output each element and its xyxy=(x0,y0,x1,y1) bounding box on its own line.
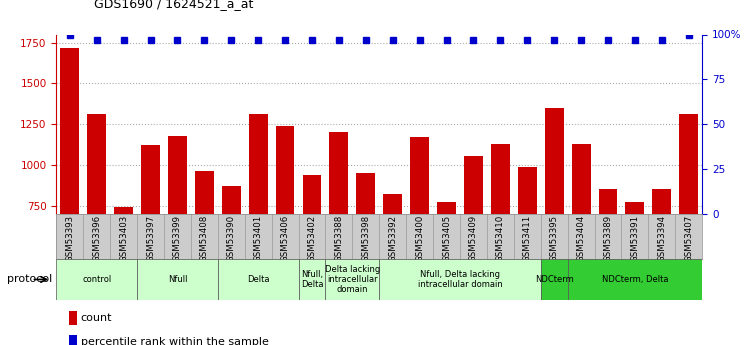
Text: GSM53391: GSM53391 xyxy=(630,215,639,262)
Bar xyxy=(626,203,644,328)
Bar xyxy=(541,259,568,300)
Bar xyxy=(357,173,376,328)
Bar xyxy=(69,311,77,325)
Text: GSM53389: GSM53389 xyxy=(604,215,613,262)
Text: GSM53406: GSM53406 xyxy=(281,215,290,263)
Bar xyxy=(137,259,218,300)
Bar xyxy=(330,131,348,328)
Text: GSM53399: GSM53399 xyxy=(173,215,182,262)
Bar xyxy=(141,145,160,328)
Text: Nfull: Nfull xyxy=(167,275,187,284)
Text: GSM53408: GSM53408 xyxy=(200,215,209,263)
Bar xyxy=(195,171,214,328)
Bar xyxy=(69,335,77,345)
Text: Nfull,
Delta: Nfull, Delta xyxy=(300,270,323,289)
Text: GSM53396: GSM53396 xyxy=(92,215,101,262)
Bar xyxy=(491,144,510,328)
Text: control: control xyxy=(82,275,111,284)
Text: GSM53407: GSM53407 xyxy=(684,215,693,263)
Text: GSM53397: GSM53397 xyxy=(146,215,155,262)
Bar xyxy=(222,186,240,328)
Bar xyxy=(410,137,429,328)
Text: percentile rank within the sample: percentile rank within the sample xyxy=(81,337,269,345)
Text: GDS1690 / 1624521_a_at: GDS1690 / 1624521_a_at xyxy=(94,0,253,10)
Text: GSM53410: GSM53410 xyxy=(496,215,505,263)
Bar xyxy=(437,203,456,328)
Text: Nfull, Delta lacking
intracellular domain: Nfull, Delta lacking intracellular domai… xyxy=(418,270,502,289)
Text: GSM53411: GSM53411 xyxy=(523,215,532,263)
Bar xyxy=(114,207,133,328)
Bar xyxy=(168,136,187,328)
Bar xyxy=(60,48,79,328)
Bar xyxy=(599,189,617,328)
Bar xyxy=(87,115,106,328)
Bar xyxy=(464,156,483,328)
Bar xyxy=(653,189,671,328)
Text: GSM53398: GSM53398 xyxy=(361,215,370,262)
Text: protocol: protocol xyxy=(8,275,53,284)
Bar xyxy=(383,194,402,328)
Bar xyxy=(568,259,702,300)
Bar xyxy=(276,126,294,328)
Text: GSM53401: GSM53401 xyxy=(254,215,263,263)
Text: GSM53403: GSM53403 xyxy=(119,215,128,263)
Bar xyxy=(218,259,299,300)
Bar xyxy=(544,108,563,328)
Text: GSM53400: GSM53400 xyxy=(415,215,424,263)
Text: GSM53392: GSM53392 xyxy=(388,215,397,262)
Bar xyxy=(518,167,537,328)
Text: NDCterm, Delta: NDCterm, Delta xyxy=(602,275,668,284)
Text: count: count xyxy=(81,313,113,323)
Text: GSM53395: GSM53395 xyxy=(550,215,559,262)
Bar xyxy=(299,259,325,300)
Bar xyxy=(379,259,541,300)
Text: Delta: Delta xyxy=(247,275,270,284)
Text: GSM53404: GSM53404 xyxy=(577,215,586,263)
Text: GSM53409: GSM53409 xyxy=(469,215,478,262)
Text: Delta lacking
intracellular
domain: Delta lacking intracellular domain xyxy=(324,265,380,294)
Bar xyxy=(249,115,267,328)
Text: NDCterm: NDCterm xyxy=(535,275,574,284)
Bar xyxy=(56,259,137,300)
Bar xyxy=(572,144,590,328)
Bar xyxy=(680,115,698,328)
Text: GSM53405: GSM53405 xyxy=(442,215,451,263)
Bar xyxy=(325,259,379,300)
Text: GSM53394: GSM53394 xyxy=(657,215,666,262)
Bar xyxy=(303,175,321,328)
Text: GSM53402: GSM53402 xyxy=(307,215,316,263)
Text: GSM53390: GSM53390 xyxy=(227,215,236,262)
Text: GSM53388: GSM53388 xyxy=(334,215,343,263)
Text: GSM53393: GSM53393 xyxy=(65,215,74,262)
